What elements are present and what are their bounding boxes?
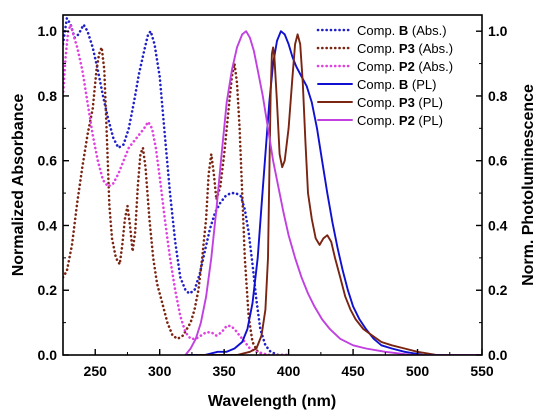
y-left-tick-label: 0.0: [38, 347, 58, 363]
legend-label-2: Comp. P2 (Abs.): [357, 59, 453, 74]
y-right-tick-label: 1.0: [488, 23, 508, 39]
y-right-tick-label: 0.2: [488, 282, 508, 298]
ticks-layer: 250 300 350 400 450 500 5500.00.20.40.60.81.00…: [38, 23, 508, 379]
series-line-0: [63, 16, 290, 355]
series-line-5: [184, 30, 482, 355]
legend-label-3: Comp. B (PL): [357, 77, 436, 92]
y-axis-title-right: Norm. Photoluminescence: [520, 84, 537, 286]
x-tick-label: 300: [148, 363, 172, 379]
y-axis-title-left: Normalized Absorbance: [10, 94, 27, 277]
series-line-3: [184, 30, 482, 355]
series-layer: [63, 16, 482, 355]
y-left-tick-label: 0.4: [38, 217, 58, 233]
y-left-tick-label: 1.0: [38, 23, 58, 39]
legend-label-1: Comp. P3 (Abs.): [357, 41, 453, 56]
legend-label-4: Comp. P3 (PL): [357, 95, 443, 110]
x-tick-label: 550: [470, 363, 494, 379]
y-right-tick-label: 0.0: [488, 347, 508, 363]
x-tick-label: 250: [84, 363, 108, 379]
x-tick-label: 500: [406, 363, 430, 379]
y-left-tick-label: 0.8: [38, 88, 58, 104]
x-tick-label: 350: [212, 363, 236, 379]
legend-label-0: Comp. B (Abs.): [357, 23, 447, 38]
legend-label-5: Comp. P2 (PL): [357, 113, 443, 128]
y-left-tick-label: 0.6: [38, 153, 58, 169]
legend: Comp. B (Abs.) Comp. P3 (Abs.) Comp. P2 (A…: [316, 23, 453, 128]
x-tick-label: 450: [341, 363, 365, 379]
y-left-tick-label: 0.2: [38, 282, 58, 298]
series-line-1: [63, 46, 290, 355]
plot-frame: [62, 14, 483, 356]
y-right-tick-label: 0.8: [488, 88, 508, 104]
series-group: [63, 16, 482, 355]
x-axis-title: Wavelength (nm): [208, 393, 336, 410]
x-tick-label: 400: [277, 363, 301, 379]
y-right-tick-label: 0.6: [488, 153, 508, 169]
series-line-2: [63, 23, 290, 355]
y-right-tick-label: 0.4: [488, 217, 508, 233]
series-line-4: [197, 33, 482, 355]
